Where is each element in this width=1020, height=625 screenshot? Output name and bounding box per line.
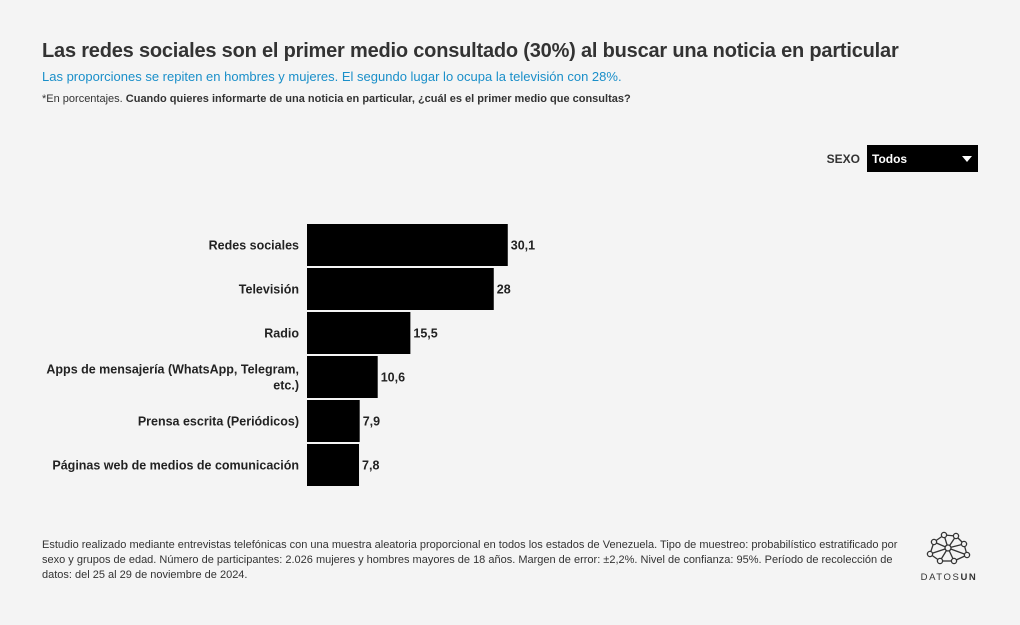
sex-filter: SEXO Todos [827,145,978,172]
logo-text: DATOSUN [920,572,978,583]
sex-filter-label: SEXO [826,151,860,166]
percent-note: *En porcentajes. [42,93,123,105]
logo-text-regular: DATOS [920,572,961,583]
chevron-down-icon [962,155,972,162]
bar-2 [307,312,411,354]
sex-select[interactable]: Todos [867,145,978,172]
question-line: *En porcentajes. Cuando quieres informar… [42,93,631,105]
bar-1 [307,268,494,310]
category-label-1: Televisión [239,283,299,297]
bar-0 [307,224,508,266]
chart-title: Las redes sociales son el primer medio c… [42,40,899,62]
methodology-note: Estudio realizado mediante entrevistas t… [42,539,898,581]
sex-select-value: Todos [872,151,908,166]
value-label-3: 10,6 [381,371,405,385]
bar-5 [307,444,360,486]
chart-subtitle: Las proporciones se repiten en hombres y… [42,69,622,84]
value-label-0: 30,1 [511,239,535,253]
value-label-4: 7,9 [363,415,380,429]
category-label-2: Radio [264,327,299,341]
bar-3 [307,356,378,398]
value-label-5: 7,8 [362,459,379,473]
logo-text-bold: UN [960,572,978,583]
category-label-4: Prensa escrita (Periódicos) [138,415,299,429]
network-icon [926,531,971,565]
category-label-3: Apps de mensajería (WhatsApp, Telegram, e… [46,363,299,393]
category-label-5: Páginas web de medios de comunicación [52,459,299,473]
category-label-0: Redes sociales [209,239,299,253]
value-label-1: 28 [497,283,511,297]
value-label-2: 15,5 [413,327,437,341]
datosun-logo: DATOSUN [920,530,978,583]
bar-4 [307,400,360,442]
survey-question: Cuando quieres informarte de una noticia… [125,93,631,105]
